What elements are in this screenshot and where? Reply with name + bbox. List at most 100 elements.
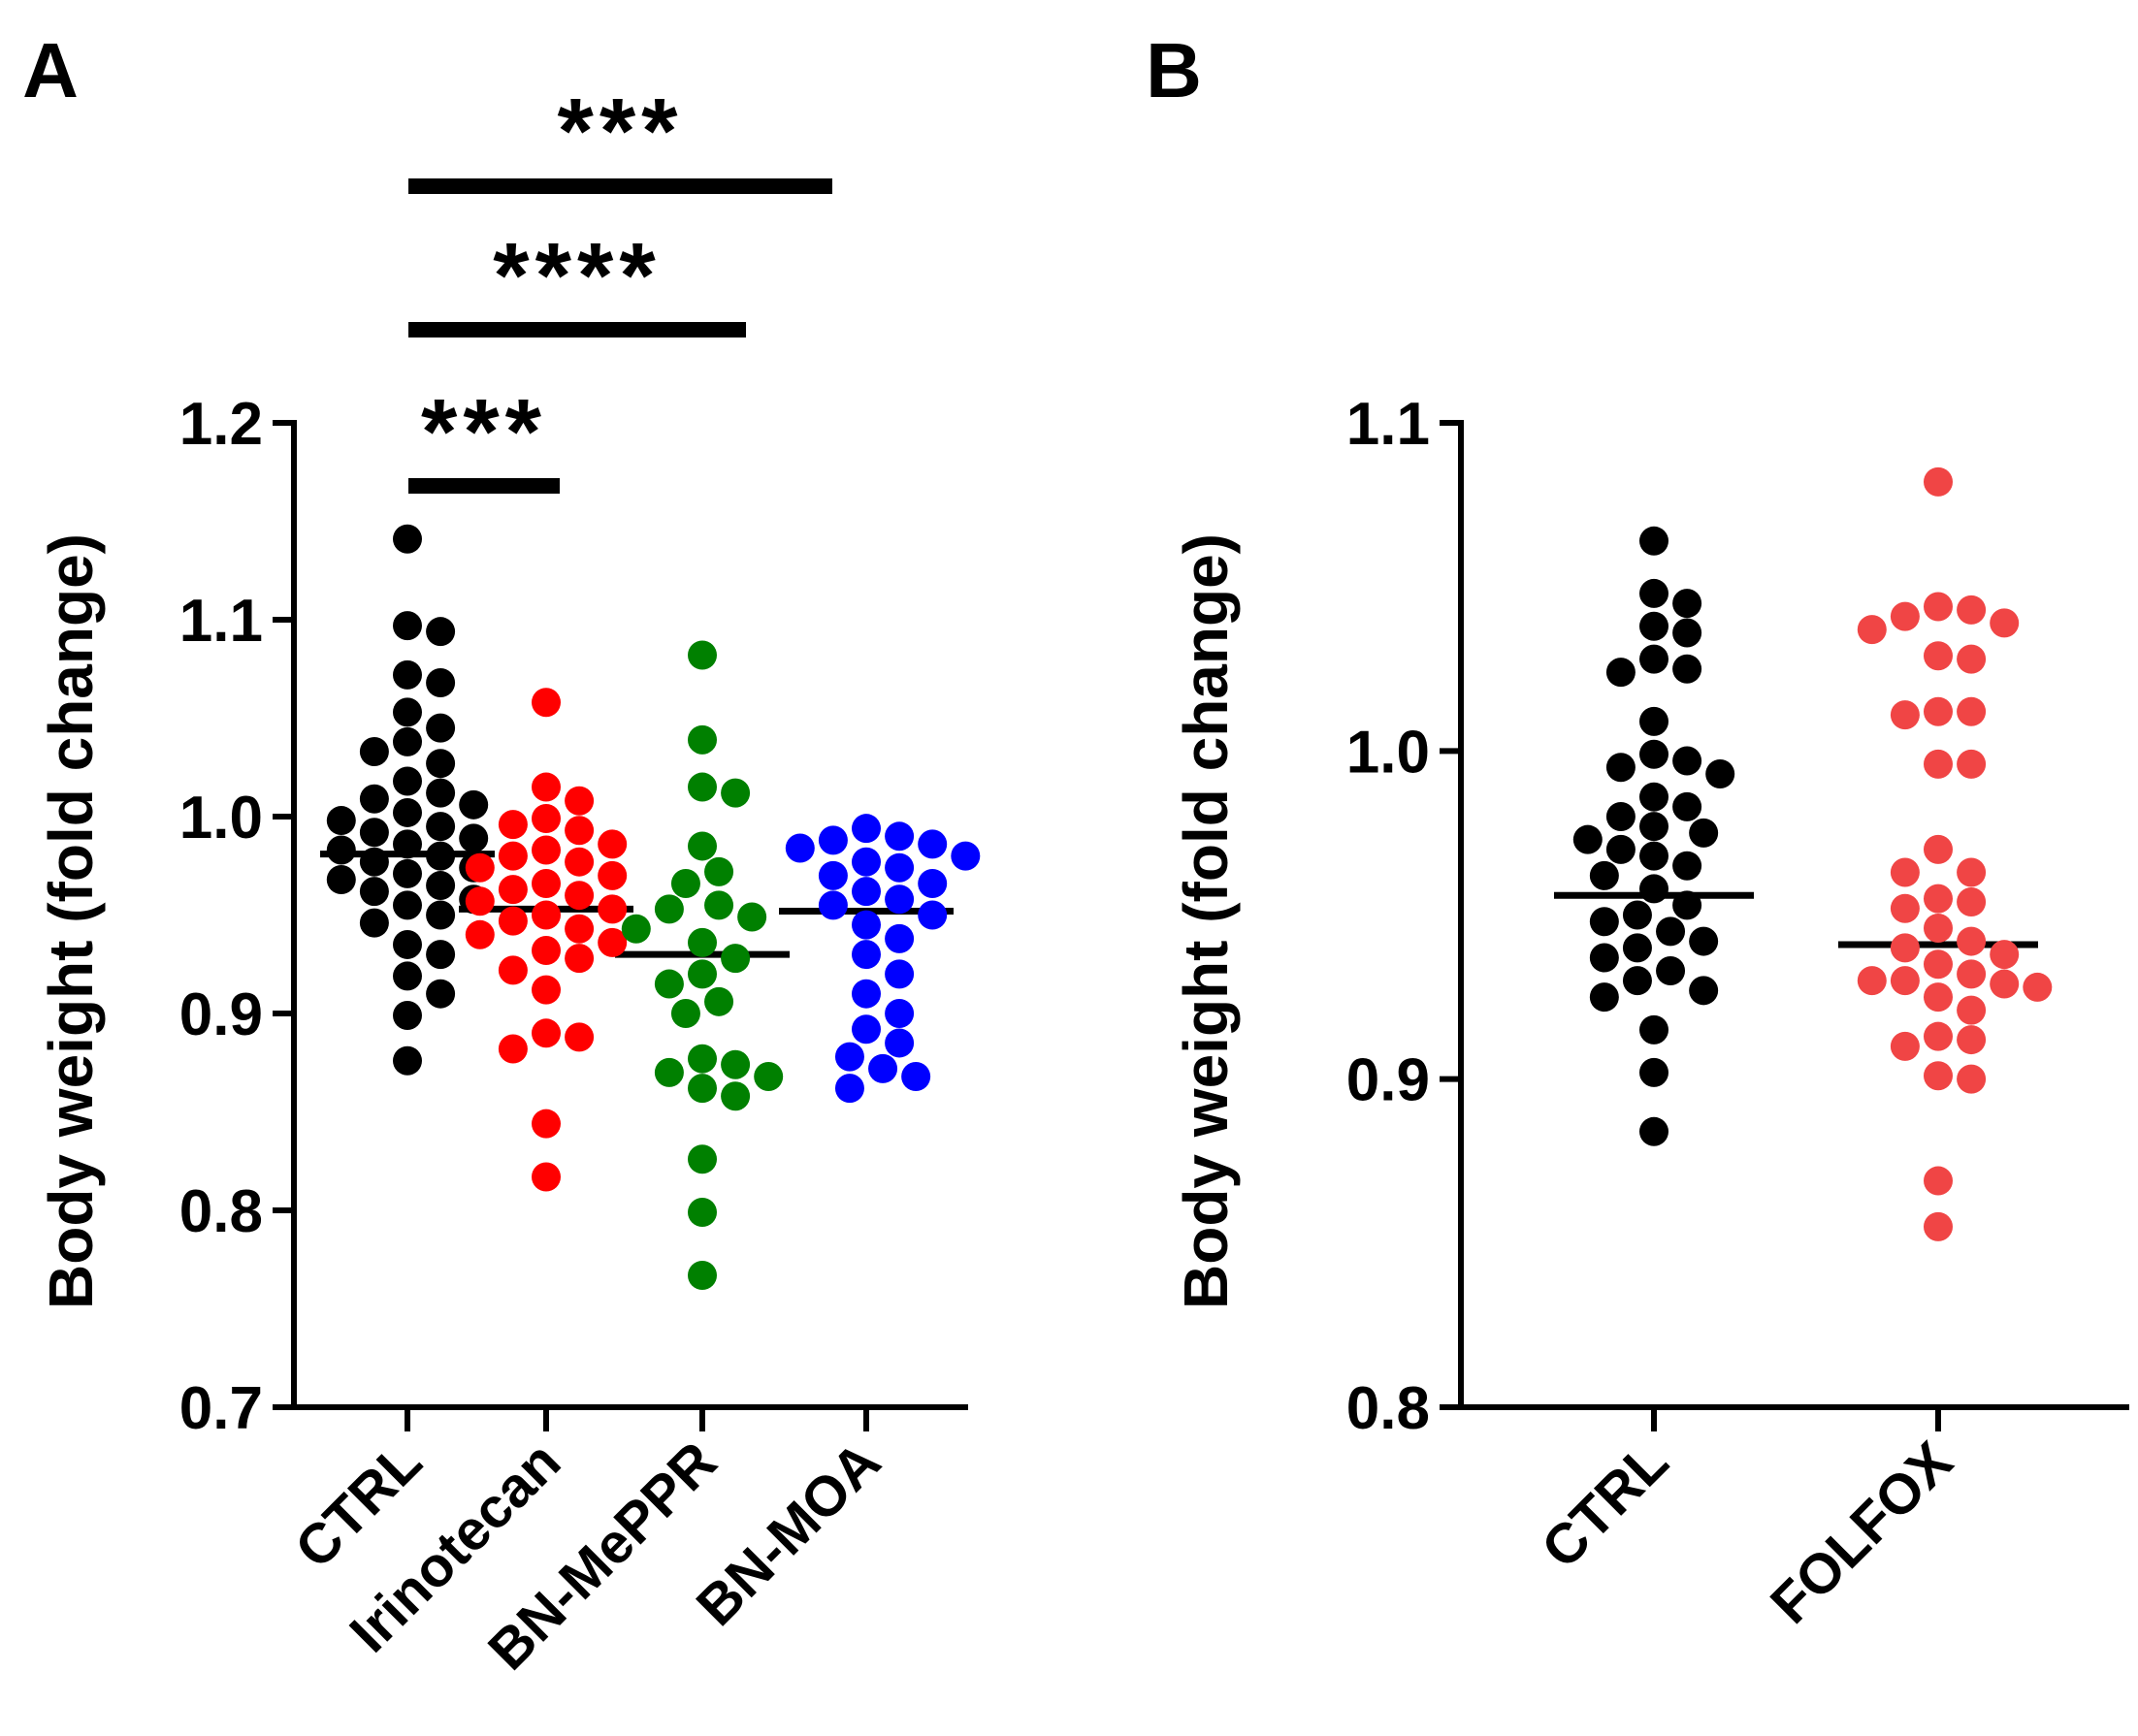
point-irinotecan: [565, 881, 595, 911]
point-ctrl: [326, 835, 356, 865]
point-ctrl: [359, 818, 389, 848]
point-folfox: [2023, 972, 2053, 1002]
point-folfox: [1924, 641, 1953, 671]
point-bn-moa: [885, 821, 915, 852]
point-ctrl: [1639, 874, 1668, 904]
point-folfox: [1857, 615, 1887, 645]
point-ctrl: [426, 900, 456, 930]
point-ctrl: [1656, 956, 1686, 986]
point-ctrl: [1705, 759, 1735, 789]
y-tick-label: 0.7: [179, 1375, 263, 1442]
point-irinotecan: [565, 944, 595, 974]
point-ctrl: [1672, 746, 1702, 776]
point-ctrl: [393, 659, 422, 690]
point-bn-moa: [818, 860, 848, 890]
point-ctrl: [359, 737, 389, 767]
y-tick-label: 0.9: [1346, 1047, 1430, 1114]
point-ctrl: [1605, 753, 1636, 783]
point-irinotecan: [598, 829, 628, 859]
point-irinotecan: [565, 786, 595, 816]
point-folfox: [1957, 926, 1987, 956]
point-bn-moa: [852, 1014, 881, 1045]
point-folfox: [1924, 982, 1953, 1013]
point-ctrl: [393, 726, 422, 756]
point-ctrl: [393, 890, 422, 920]
point-ctrl: [393, 1045, 422, 1076]
point-ctrl: [1689, 818, 1719, 848]
point-ctrl: [1639, 706, 1668, 736]
point-bn-moa: [918, 829, 948, 859]
point-irinotecan: [532, 900, 561, 930]
point-bn-moa: [885, 959, 915, 989]
point-irinotecan: [532, 1162, 561, 1192]
point-bn-moa: [852, 940, 881, 970]
point-ctrl: [426, 812, 456, 842]
point-ctrl: [426, 749, 456, 779]
point-ctrl: [426, 871, 456, 901]
point-folfox: [1957, 1025, 1987, 1055]
panel-b-data-points: [1572, 466, 2053, 1241]
point-ctrl: [1672, 618, 1702, 648]
point-ctrl: [1639, 578, 1668, 608]
point-bn-moa: [852, 814, 881, 844]
point-bn-meppr: [721, 778, 751, 808]
point-irinotecan: [498, 906, 528, 936]
point-bn-moa: [885, 923, 915, 953]
point-folfox: [1924, 749, 1953, 779]
point-bn-meppr: [754, 1061, 784, 1091]
point-ctrl: [426, 713, 456, 743]
point-folfox: [1924, 592, 1953, 622]
point-bn-meppr: [670, 869, 700, 899]
point-folfox: [1957, 644, 1987, 674]
point-ctrl: [393, 929, 422, 959]
point-bn-meppr: [654, 894, 684, 924]
point-ctrl: [1639, 1116, 1668, 1146]
point-bn-meppr: [721, 1049, 751, 1079]
point-ctrl: [1589, 907, 1619, 937]
point-irinotecan: [532, 1109, 561, 1139]
point-ctrl: [1639, 739, 1668, 769]
y-tick-label: 1.1: [179, 588, 263, 655]
point-bn-moa: [785, 833, 815, 863]
point-folfox: [1890, 893, 1920, 923]
point-bn-meppr: [704, 890, 734, 920]
point-folfox: [1890, 966, 1920, 996]
point-folfox: [1924, 1021, 1953, 1051]
point-folfox: [1924, 1061, 1953, 1091]
point-irinotecan: [598, 927, 628, 957]
point-folfox: [1957, 995, 1987, 1025]
point-folfox: [1890, 1031, 1920, 1061]
point-folfox: [1990, 608, 2020, 638]
point-ctrl: [393, 797, 422, 827]
y-tick-label: 1.1: [1346, 391, 1430, 458]
point-ctrl: [1622, 900, 1652, 930]
point-bn-meppr: [688, 1144, 717, 1174]
panel-a-label: A: [22, 27, 79, 113]
point-bn-moa: [818, 890, 848, 920]
point-folfox: [1957, 749, 1987, 779]
point-folfox: [1924, 696, 1953, 726]
point-irinotecan: [465, 852, 495, 883]
point-folfox: [1957, 959, 1987, 989]
point-ctrl: [1689, 926, 1719, 956]
x-tick-label-folfox: FOLFOX: [1759, 1430, 1964, 1635]
point-folfox: [1924, 1166, 1953, 1196]
point-ctrl: [426, 778, 456, 808]
point-folfox: [1990, 969, 2020, 999]
point-irinotecan: [532, 1018, 561, 1048]
point-irinotecan: [565, 1022, 595, 1052]
point-irinotecan: [532, 869, 561, 899]
point-bn-moa: [818, 825, 848, 855]
point-folfox: [1957, 1064, 1987, 1094]
significance-label: ****: [493, 224, 661, 328]
point-ctrl: [1672, 589, 1702, 619]
panel-a: A Body weight (fold change) 0.7 0.8 0.9 1.0…: [22, 27, 981, 1682]
point-ctrl: [1622, 966, 1652, 996]
point-irinotecan: [532, 772, 561, 802]
point-folfox: [1924, 949, 1953, 980]
point-irinotecan: [498, 810, 528, 840]
point-irinotecan: [565, 914, 595, 944]
y-tick-label: 1.0: [1346, 719, 1430, 786]
y-tick-label: 1.0: [179, 785, 263, 852]
point-bn-meppr: [688, 640, 717, 670]
